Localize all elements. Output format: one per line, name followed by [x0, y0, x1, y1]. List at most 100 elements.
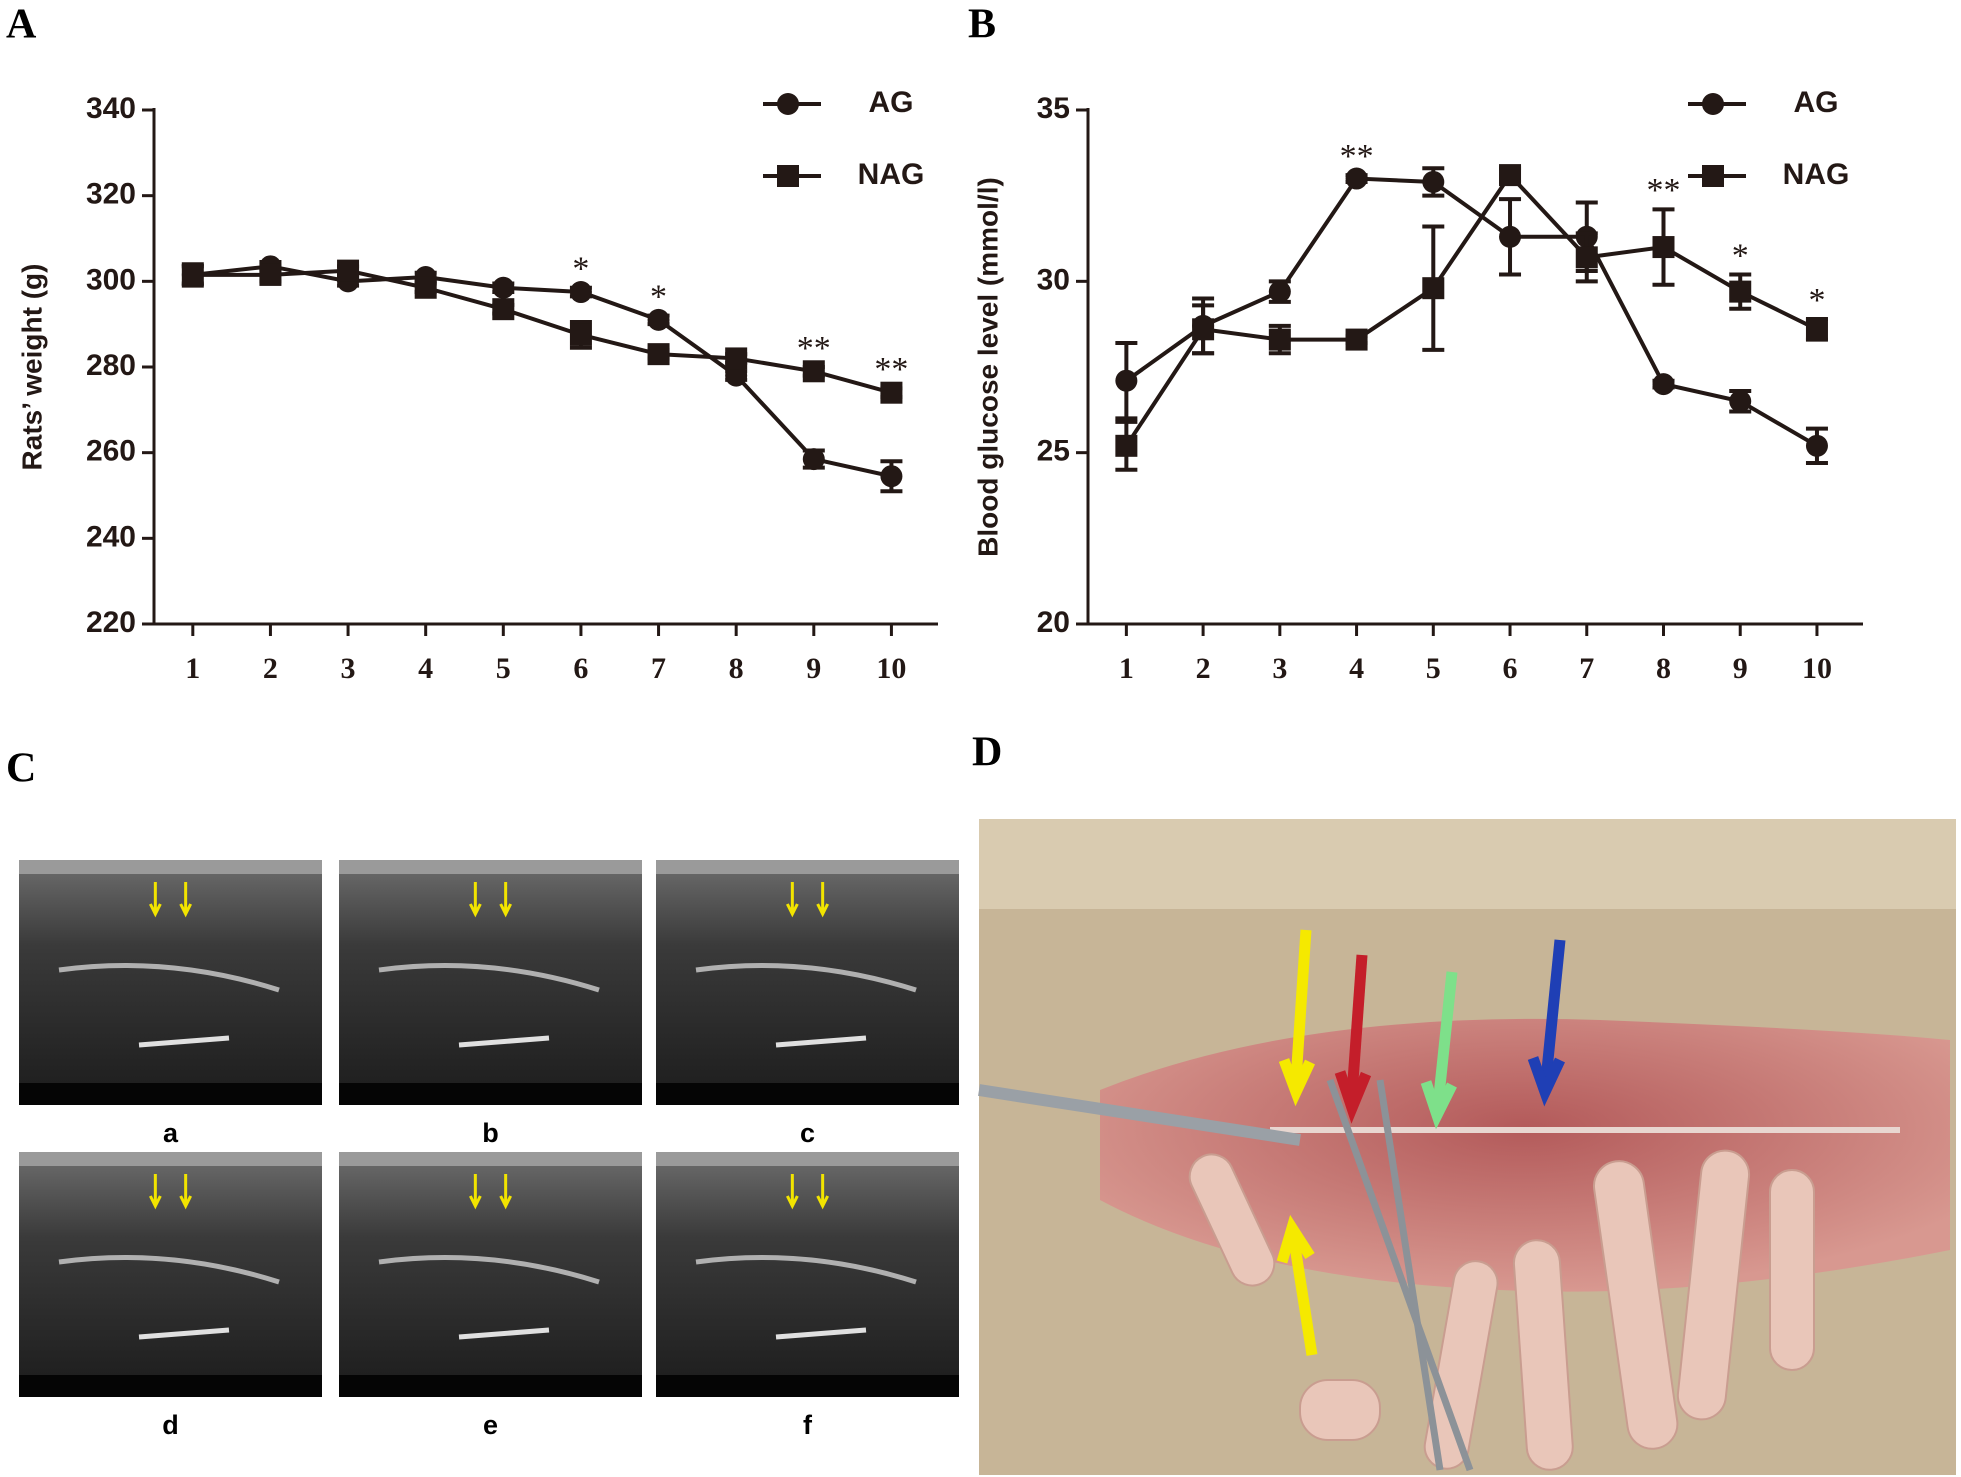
x-tick-label: 5 [1426, 652, 1441, 685]
y-axis-label: Rats’ weight (g) [16, 264, 47, 471]
data-point [1499, 225, 1522, 248]
data-point [647, 308, 670, 331]
pointer-arrow [179, 882, 192, 918]
series-line [192, 268, 892, 395]
legend-marker [777, 93, 799, 115]
surgery-photo [978, 819, 1956, 1475]
ultrasound-bar [656, 1375, 959, 1397]
panel-label: C [6, 746, 36, 792]
x-tick-label: 8 [1656, 652, 1671, 685]
pointer-arrow [469, 882, 482, 918]
tissue-echo [775, 1327, 867, 1340]
data-point [1805, 318, 1828, 341]
panel-label: B [968, 2, 996, 48]
ultrasound-image [656, 1152, 959, 1397]
y-tick-label: 280 [86, 349, 136, 382]
y-tick-label: 20 [1037, 606, 1070, 639]
ultrasound-bar [339, 1083, 642, 1105]
y-tick-label: 25 [1037, 435, 1070, 468]
data-point [1115, 434, 1138, 457]
data-point [725, 364, 748, 387]
image-label: d [162, 1410, 179, 1440]
tissue-echo [775, 1035, 867, 1048]
y-tick-label: 320 [86, 178, 136, 211]
data-point [1422, 277, 1445, 300]
tissue-echo [138, 1327, 230, 1340]
data-point [1422, 170, 1445, 193]
y-axis-label: Blood glucose level (mmol/l) [972, 177, 1003, 557]
ultrasound-bar [19, 1083, 322, 1105]
pointer-arrow [786, 882, 799, 918]
x-tick-label: 3 [1272, 652, 1287, 685]
x-tick-label: 9 [1733, 652, 1748, 685]
data-point [1345, 167, 1368, 190]
x-tick-label: 8 [729, 652, 744, 685]
ultrasound-top [656, 1152, 959, 1166]
x-tick-label: 1 [1119, 652, 1134, 685]
data-point [569, 323, 592, 346]
y-tick-label: 240 [86, 520, 136, 553]
legend-label: AG [869, 86, 914, 119]
pointer-arrow [499, 1174, 512, 1210]
data-point [1652, 236, 1675, 259]
data-point [1268, 280, 1291, 303]
data-point [1192, 318, 1215, 341]
panel-label: A [6, 2, 37, 48]
y-tick-label: 220 [86, 606, 136, 639]
image-label: c [800, 1118, 815, 1148]
significance-mark: * [1732, 237, 1749, 274]
legend-marker [1702, 165, 1724, 187]
x-tick-label: 10 [1802, 652, 1832, 685]
image-label: e [483, 1410, 498, 1440]
pointer-arrow [816, 882, 829, 918]
significance-mark: ** [797, 330, 831, 367]
ultrasound-image [339, 1152, 642, 1397]
x-tick-label: 10 [876, 652, 906, 685]
tissue-echo [695, 963, 917, 993]
tissue-echo [138, 1035, 230, 1048]
data-point [1268, 328, 1291, 351]
ultrasound-top [339, 1152, 642, 1166]
ultrasound-top [19, 1152, 322, 1166]
x-tick-label: 7 [1579, 652, 1594, 685]
tissue-echo [58, 1255, 280, 1285]
data-point [1499, 164, 1522, 187]
image-label: b [482, 1118, 499, 1148]
data-point [569, 281, 592, 304]
series-line [192, 264, 892, 479]
y-tick-label: 30 [1037, 263, 1070, 296]
data-point [647, 343, 670, 366]
tissue-echo [58, 963, 280, 993]
pointer-arrow [149, 1174, 162, 1210]
y-tick-label: 300 [86, 263, 136, 296]
legend-marker [777, 165, 799, 187]
tissue-echo [458, 1327, 550, 1340]
data-point [414, 276, 437, 299]
pointer-arrow [149, 882, 162, 918]
series-line [1124, 171, 1818, 447]
x-tick-label: 3 [341, 652, 356, 685]
x-tick-label: 6 [1503, 652, 1518, 685]
pointer-arrow [816, 1174, 829, 1210]
x-tick-label: 6 [573, 652, 588, 685]
data-point [337, 259, 360, 282]
data-point [1729, 390, 1752, 413]
tissue-echo [378, 963, 600, 993]
tissue-echo [695, 1255, 917, 1285]
pointer-arrow [469, 1174, 482, 1210]
tissue-echo [378, 1255, 600, 1285]
data-point [1575, 246, 1598, 269]
data-point [181, 263, 204, 286]
significance-mark: * [1808, 282, 1825, 319]
x-tick-label: 2 [263, 652, 278, 685]
legend-label: NAG [858, 158, 925, 191]
data-point [880, 465, 903, 488]
significance-mark: * [572, 251, 589, 288]
data-point [880, 381, 903, 404]
data-point [1345, 328, 1368, 351]
ultrasound-bar [656, 1083, 959, 1105]
pointer-arrow [786, 1174, 799, 1210]
data-point [725, 347, 748, 370]
x-tick-label: 4 [418, 652, 433, 685]
